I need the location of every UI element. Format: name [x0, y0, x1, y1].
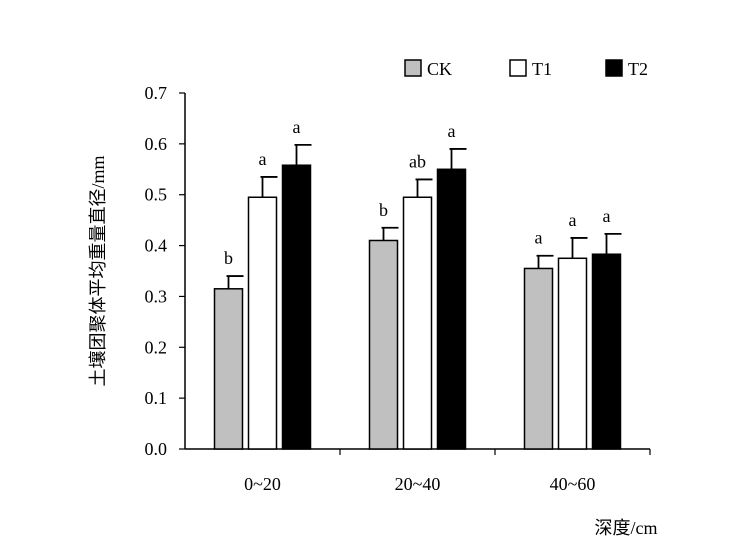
x-tick-label: 40~60: [550, 474, 596, 494]
significance-label: a: [259, 149, 267, 169]
y-tick-label: 0.2: [145, 337, 168, 357]
legend-swatch: [404, 59, 422, 77]
y-tick-label: 0.4: [145, 236, 168, 256]
significance-label: a: [293, 117, 301, 137]
y-tick-label: 0.1: [145, 388, 168, 408]
bar: [281, 164, 312, 450]
y-tick-label: 0.7: [145, 83, 168, 103]
bar: [436, 168, 467, 450]
significance-label: a: [535, 228, 543, 248]
significance-label: ab: [409, 151, 426, 171]
legend-label: T1: [532, 59, 552, 79]
bar: [523, 267, 554, 450]
y-tick-label: 0.0: [145, 439, 168, 459]
y-tick-label: 0.3: [145, 286, 168, 306]
bar: [368, 239, 399, 450]
legend-swatch: [605, 59, 623, 77]
bar: [591, 253, 622, 450]
significance-label: a: [569, 210, 577, 230]
significance-label: b: [224, 248, 233, 268]
y-tick-label: 0.6: [145, 134, 168, 154]
legend-label: CK: [427, 59, 452, 79]
bars-group: b a a 0~20 b ab a 20~40 a a a 40~60: [213, 117, 622, 494]
x-tick-label: 0~20: [244, 474, 281, 494]
legend-label: T2: [628, 59, 648, 79]
legend: CK T1 T2: [404, 59, 648, 79]
bar: [402, 196, 433, 450]
y-axis-label: 土壤团聚体平均重量直径/mm: [88, 155, 108, 386]
legend-swatch: [509, 59, 527, 77]
bar: [557, 257, 588, 450]
bar: [213, 288, 244, 450]
significance-label: b: [379, 200, 388, 220]
y-tick-label: 0.5: [145, 185, 168, 205]
significance-label: a: [603, 206, 611, 226]
x-tick-label: 20~40: [395, 474, 441, 494]
x-axis-label: 深度/cm: [595, 518, 658, 538]
bar: [247, 196, 278, 450]
significance-label: a: [448, 121, 456, 141]
